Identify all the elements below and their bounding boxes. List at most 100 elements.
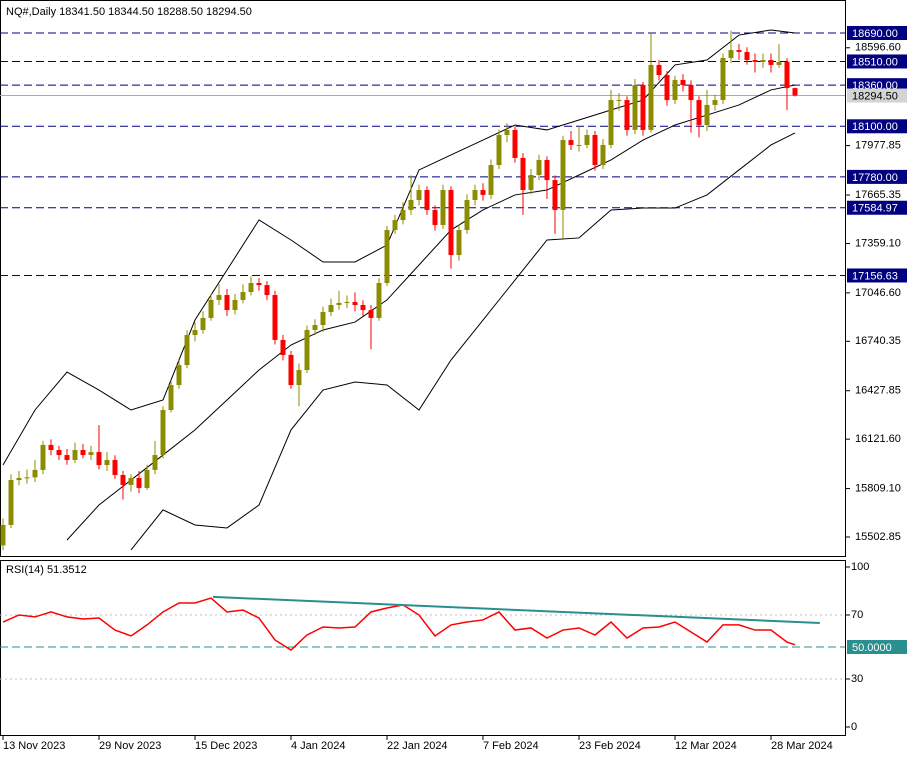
x-tick-label: 29 Nov 2023 bbox=[99, 740, 161, 752]
candle-body bbox=[144, 469, 150, 488]
candle-body bbox=[656, 64, 662, 76]
candle-body bbox=[176, 365, 182, 386]
candle-body bbox=[520, 157, 526, 191]
candle-body bbox=[496, 134, 502, 166]
candle-body bbox=[416, 190, 422, 200]
candle-body bbox=[152, 455, 158, 470]
candle-body bbox=[400, 209, 406, 221]
candle-body bbox=[208, 299, 214, 318]
candle-body bbox=[544, 159, 550, 181]
candle-body bbox=[704, 104, 710, 126]
candle-body bbox=[288, 354, 294, 386]
candle-body bbox=[112, 459, 118, 475]
bollinger-middle bbox=[66, 84, 796, 541]
candle-body bbox=[0, 524, 6, 546]
candle-body bbox=[744, 51, 750, 61]
candle-body bbox=[320, 311, 326, 326]
level-label: 17584.97 bbox=[852, 203, 898, 215]
candle-body bbox=[232, 299, 238, 311]
candle-body bbox=[528, 175, 534, 191]
candle-body bbox=[48, 444, 54, 450]
candle-body bbox=[16, 477, 22, 481]
rsi-panel bbox=[0, 560, 846, 736]
y-tick-label: 15502.85 bbox=[855, 531, 901, 543]
candle-body bbox=[24, 477, 30, 479]
candle-body bbox=[424, 190, 430, 210]
candle-body bbox=[480, 190, 486, 195]
x-tick-label: 15 Dec 2023 bbox=[195, 740, 257, 752]
x-tick-label: 28 Mar 2024 bbox=[771, 740, 833, 752]
candle-body bbox=[568, 140, 574, 145]
candle-body bbox=[592, 134, 598, 166]
level-tag bbox=[847, 54, 907, 69]
candle-body bbox=[712, 100, 718, 105]
candle-body bbox=[768, 60, 774, 65]
candle-body bbox=[224, 295, 230, 311]
current-price-label: 18294.50 bbox=[852, 90, 898, 102]
y-tick-label: 70 bbox=[851, 609, 863, 621]
candle-body bbox=[240, 292, 246, 300]
candle-body bbox=[616, 100, 622, 102]
candle-body bbox=[752, 60, 758, 62]
candle-body bbox=[264, 285, 270, 296]
y-tick-label: 16427.85 bbox=[855, 385, 901, 397]
level-tag bbox=[847, 200, 907, 215]
candle-body bbox=[360, 304, 366, 311]
current-price-tag bbox=[847, 88, 907, 103]
candle-body bbox=[56, 449, 62, 456]
x-tick-label: 12 Mar 2024 bbox=[675, 740, 737, 752]
candle-body bbox=[408, 199, 414, 210]
candle-body bbox=[344, 301, 350, 303]
candle-body bbox=[560, 140, 566, 210]
candle-body bbox=[96, 452, 102, 466]
level-tag bbox=[847, 25, 907, 40]
candle-body bbox=[640, 85, 646, 130]
candle-body bbox=[168, 385, 174, 410]
level-label: 17780.00 bbox=[852, 172, 898, 184]
trendline bbox=[212, 595, 820, 624]
candle-body bbox=[728, 50, 734, 58]
level-tag bbox=[847, 268, 907, 283]
level-label: 18690.00 bbox=[852, 28, 898, 40]
candle-body bbox=[104, 459, 110, 466]
bollinger-lower bbox=[130, 132, 796, 551]
level-label: 17156.63 bbox=[852, 270, 898, 282]
candle-body bbox=[184, 335, 190, 366]
y-tick-label: 17665.35 bbox=[855, 189, 901, 201]
candle-body bbox=[272, 295, 278, 340]
candle-body bbox=[72, 449, 78, 460]
level-tag bbox=[847, 169, 907, 184]
candle-body bbox=[304, 329, 310, 370]
candle-body bbox=[40, 444, 46, 470]
candle-body bbox=[376, 283, 382, 318]
candle-body bbox=[720, 57, 726, 101]
candle-body bbox=[672, 79, 678, 101]
candle-body bbox=[128, 477, 134, 485]
candle-body bbox=[776, 61, 782, 65]
candle-body bbox=[688, 85, 694, 101]
x-tick-label: 4 Jan 2024 bbox=[291, 740, 345, 752]
y-tick-label: 18596.60 bbox=[855, 42, 901, 54]
candle-body bbox=[600, 144, 606, 166]
candle-body bbox=[440, 190, 446, 225]
x-tick-label: 7 Feb 2024 bbox=[483, 740, 539, 752]
level-tag bbox=[847, 119, 907, 134]
candle-body bbox=[88, 452, 94, 456]
y-tick-label: 17046.60 bbox=[855, 287, 901, 299]
candle-body bbox=[432, 209, 438, 225]
candle-body bbox=[80, 449, 86, 456]
candle-body bbox=[504, 129, 510, 135]
y-tick-label: 16121.60 bbox=[855, 433, 901, 445]
x-tick-label: 23 Feb 2024 bbox=[579, 740, 641, 752]
candle-body bbox=[136, 477, 142, 488]
candle-body bbox=[280, 339, 286, 355]
candle-body bbox=[680, 79, 686, 86]
candle-body bbox=[736, 50, 742, 52]
axes: NQ#,Daily 18341.50 18344.50 18288.50 182… bbox=[2, 6, 907, 752]
price-panel bbox=[0, 0, 846, 557]
candle-body bbox=[64, 455, 70, 460]
candle-body bbox=[696, 100, 702, 126]
indicator-title: RSI(14) 51.3512 bbox=[6, 564, 87, 576]
y-tick-label: 30 bbox=[851, 673, 863, 685]
candle-body bbox=[552, 180, 558, 210]
